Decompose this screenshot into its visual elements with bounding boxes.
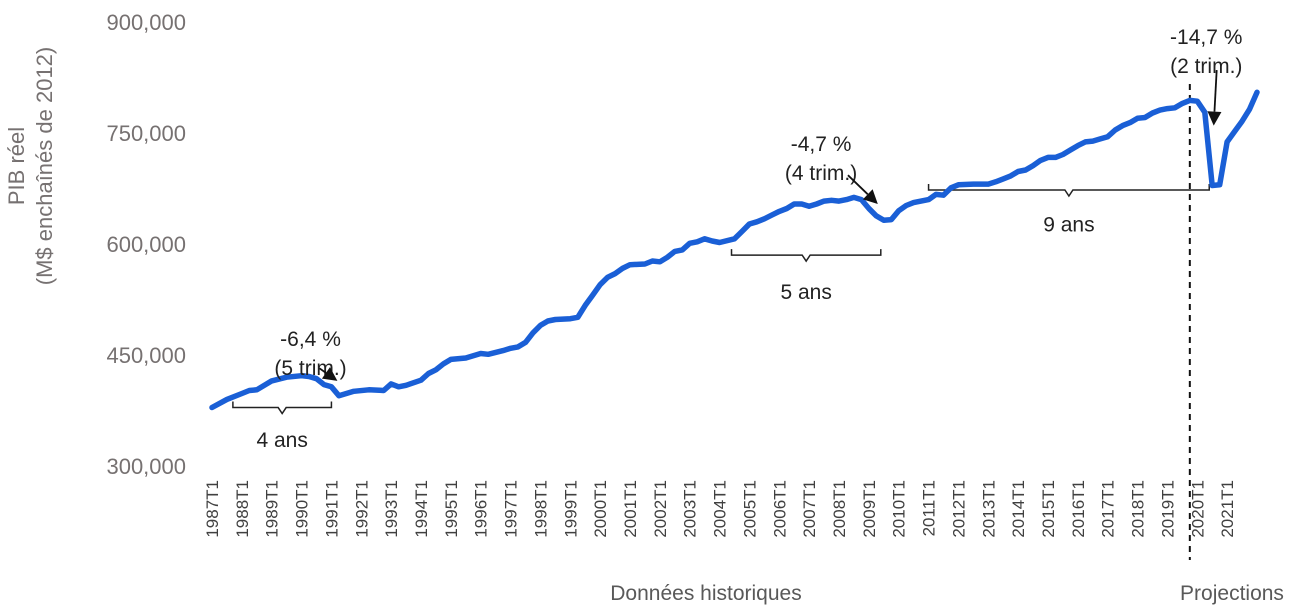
x-tick-label: 2020T1: [1188, 480, 1207, 538]
x-tick-label: 1995T1: [442, 480, 461, 538]
annotation-arrow-head: [321, 367, 338, 381]
annotation-change-label: -14,7 %: [1170, 26, 1242, 49]
x-tick-label: 2001T1: [621, 480, 640, 538]
duration-brace: [927, 183, 1210, 198]
series-line-gdp: [209, 89, 1260, 411]
y-axis-title-line1: PIB réel: [4, 127, 29, 205]
annotation-arrow-shaft: [1213, 70, 1218, 112]
y-tick-label: 600,000: [106, 232, 186, 257]
annotation-change-label: -6,4 %: [280, 328, 341, 351]
annotation-duration-label: (4 trim.): [785, 162, 857, 185]
duration-brace: [730, 249, 882, 263]
y-axis-title: PIB réel (M$ enchaînés de 2012): [4, 47, 57, 286]
y-axis-ticks: 900,000 750,000 600,000 450,000 300,000: [106, 10, 186, 479]
projections-label: Projections: [1180, 582, 1284, 605]
x-tick-label: 1987T1: [203, 480, 222, 538]
y-tick-label: 750,000: [106, 121, 186, 146]
x-tick-label: 2017T1: [1099, 480, 1118, 538]
x-axis-ticks: 1987T1 1988T1 1989T1 1990T1 1991T1 1992T1 1993…: [203, 480, 1237, 538]
historical-data-label: Données historiques: [610, 582, 801, 605]
duration-brace: [232, 401, 333, 415]
x-tick-label: 2011T1: [920, 480, 939, 536]
x-tick-label: 1998T1: [531, 480, 550, 538]
x-tick-label: 2009T1: [860, 480, 879, 538]
x-tick-label: 2014T1: [1009, 480, 1028, 538]
x-tick-label: 2010T1: [890, 480, 909, 538]
annotation-arrow-head: [1207, 111, 1222, 126]
annotation-duration-label: (5 trim.): [274, 357, 346, 380]
x-tick-label: 2003T1: [681, 480, 700, 538]
x-tick-label: 2005T1: [740, 480, 759, 538]
x-tick-label: 2000T1: [591, 480, 610, 538]
x-tick-label: 2018T1: [1129, 480, 1148, 538]
y-tick-label: 900,000: [106, 10, 186, 35]
y-axis-title-line2: (M$ enchaînés de 2012): [32, 47, 57, 286]
x-tick-label: 2013T1: [979, 480, 998, 538]
x-tick-label: 1993T1: [382, 480, 401, 538]
duration-label: 9 ans: [1043, 213, 1094, 236]
x-tick-label: 2012T1: [949, 480, 968, 538]
annotation-change-label: -4,7 %: [791, 133, 852, 156]
x-tick-label: 1999T1: [561, 480, 580, 538]
x-tick-label: 1991T1: [322, 480, 341, 538]
x-tick-label: 2004T1: [711, 480, 730, 538]
x-tick-label: 1990T1: [293, 480, 312, 538]
x-tick-label: 2006T1: [770, 480, 789, 538]
x-tick-label: 1988T1: [233, 480, 252, 538]
y-tick-label: 300,000: [106, 454, 186, 479]
x-tick-label: 1997T1: [502, 480, 521, 538]
x-tick-label: 2019T1: [1158, 480, 1177, 538]
duration-label: 5 ans: [780, 281, 831, 304]
recession-annotations: -6,4 % (5 trim.) -4,7 % (4 trim.) -14,7 % (2 …: [274, 26, 1242, 381]
x-tick-label: 1989T1: [263, 480, 282, 538]
annotation-arrow-shaft: [847, 174, 869, 195]
duration-label: 4 ans: [256, 429, 307, 452]
annotation-arrow-shaft: [318, 367, 327, 374]
x-tick-label: 2015T1: [1039, 480, 1058, 538]
x-tick-label: 1992T1: [352, 480, 371, 538]
annotation-arrow-head: [862, 189, 878, 205]
y-tick-label: 450,000: [106, 343, 186, 368]
annotation-duration-label: (2 trim.): [1170, 55, 1242, 78]
duration-braces: 4 ans 5 ans 9 ans: [232, 183, 1210, 452]
x-tick-label: 2016T1: [1069, 480, 1088, 538]
x-tick-label: 2007T1: [800, 480, 819, 538]
x-tick-label: 1996T1: [472, 480, 491, 538]
x-tick-label: 2008T1: [830, 480, 849, 538]
x-tick-label: 2002T1: [651, 480, 670, 538]
x-tick-label: 2021T1: [1218, 480, 1237, 538]
x-tick-label: 1994T1: [412, 480, 431, 538]
